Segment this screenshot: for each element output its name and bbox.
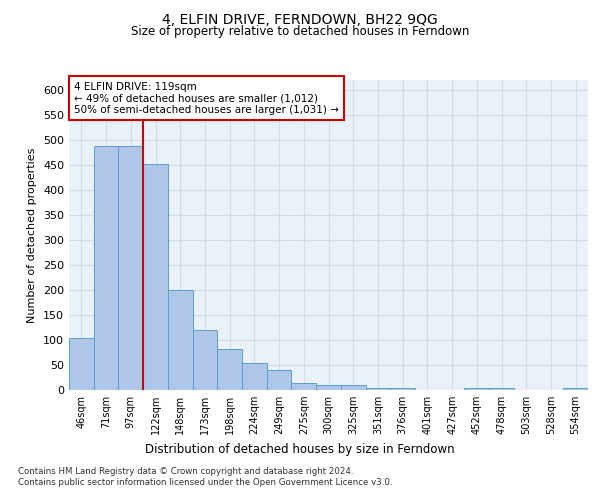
Bar (217, 349, 242, 390)
Bar (341, 385, 365, 390)
Bar (94, 146, 118, 390)
Y-axis label: Number of detached properties: Number of detached properties (28, 148, 37, 322)
Bar (489, 388, 514, 390)
Bar (365, 388, 390, 390)
Bar (390, 388, 415, 390)
Bar (464, 388, 489, 390)
Bar (267, 370, 292, 390)
Text: 4, ELFIN DRIVE, FERNDOWN, BH22 9QG: 4, ELFIN DRIVE, FERNDOWN, BH22 9QG (162, 12, 438, 26)
Bar (193, 330, 217, 390)
Bar (69, 338, 94, 390)
Bar (143, 164, 168, 390)
Bar (563, 388, 588, 390)
Bar (168, 290, 193, 390)
Text: Contains HM Land Registry data © Crown copyright and database right 2024.
Contai: Contains HM Land Registry data © Crown c… (18, 468, 392, 487)
Bar (292, 382, 316, 390)
Bar (118, 146, 143, 390)
Bar (242, 362, 267, 390)
Text: 4 ELFIN DRIVE: 119sqm
← 49% of detached houses are smaller (1,012)
50% of semi-d: 4 ELFIN DRIVE: 119sqm ← 49% of detached … (74, 82, 339, 115)
Bar (316, 385, 341, 390)
Text: Distribution of detached houses by size in Ferndown: Distribution of detached houses by size … (145, 442, 455, 456)
Text: Size of property relative to detached houses in Ferndown: Size of property relative to detached ho… (131, 25, 469, 38)
